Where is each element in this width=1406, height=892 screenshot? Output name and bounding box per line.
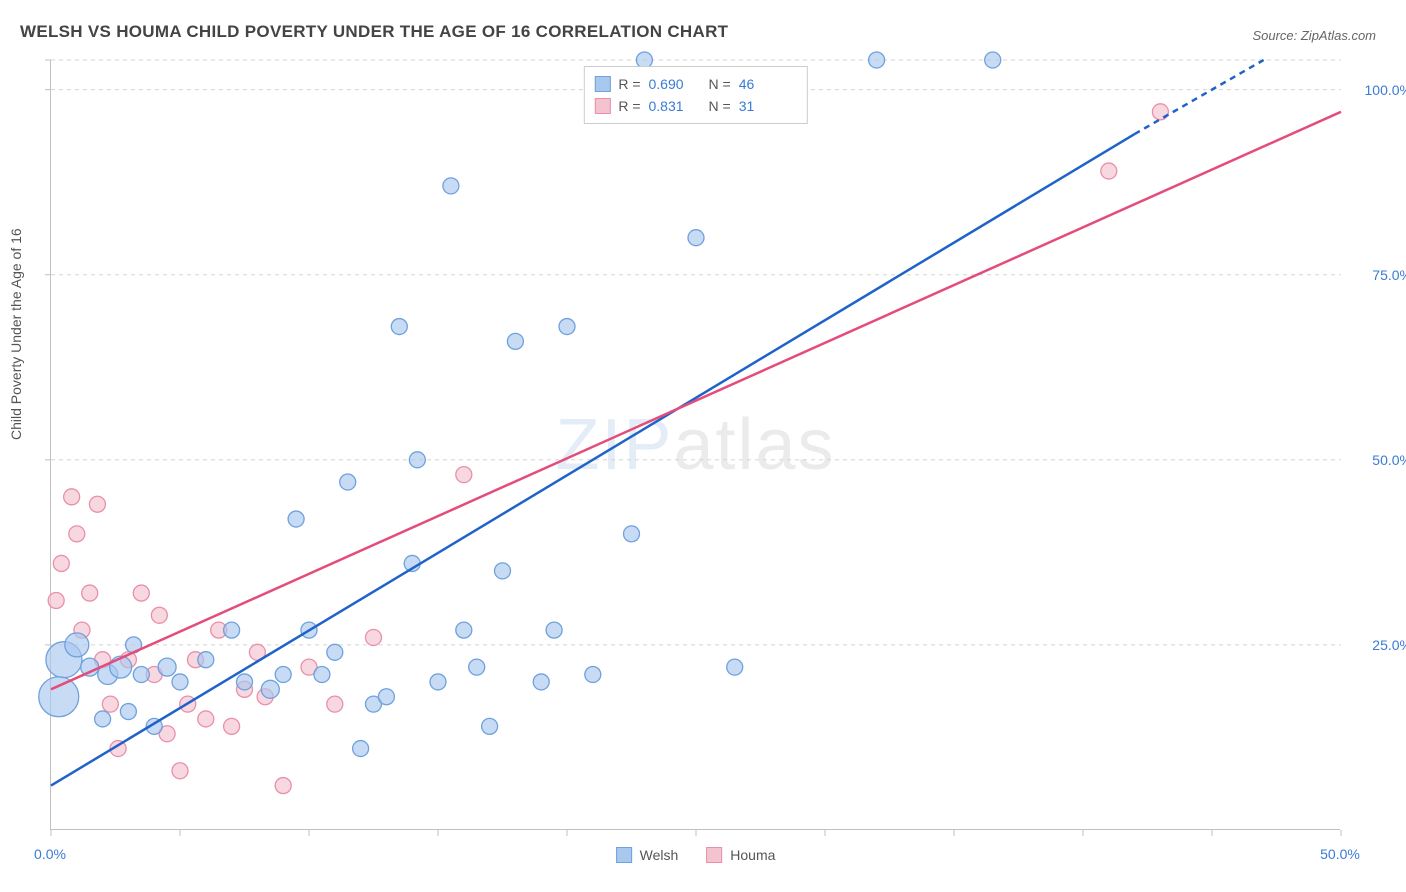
houma-swatch [594, 98, 610, 114]
ticks [45, 60, 1341, 836]
x-tick-label: 50.0% [1320, 846, 1360, 862]
welsh-r-value: 0.690 [649, 73, 701, 95]
y-axis-label: Child Poverty Under the Age of 16 [8, 228, 24, 440]
n-label: N = [709, 95, 731, 117]
welsh-swatch [594, 76, 610, 92]
welsh-points [39, 52, 1001, 757]
legend-stats-row-welsh: R = 0.690 N = 46 [594, 73, 790, 95]
bottom-legend: Welsh Houma [616, 847, 776, 863]
houma-r-value: 0.831 [649, 95, 701, 117]
x-tick-label: 0.0% [34, 846, 66, 862]
welsh-n-value: 46 [739, 73, 791, 95]
legend-stats-row-houma: R = 0.831 N = 31 [594, 95, 790, 117]
y-tick-label: 75.0% [1372, 267, 1406, 283]
legend-stats-box: R = 0.690 N = 46 R = 0.831 N = 31 [583, 66, 807, 124]
bottom-legend-houma: Houma [706, 847, 775, 863]
y-tick-label: 100.0% [1365, 82, 1406, 98]
houma-label: Houma [730, 847, 775, 863]
n-label: N = [709, 73, 731, 95]
source-label: Source: ZipAtlas.com [1252, 28, 1376, 43]
welsh-swatch-2 [616, 847, 632, 863]
chart-plot-area: ZIPatlas R = 0.690 N = 46 R = 0.831 N = … [50, 60, 1340, 830]
y-tick-label: 50.0% [1372, 452, 1406, 468]
y-tick-label: 25.0% [1372, 637, 1406, 653]
chart-title: WELSH VS HOUMA CHILD POVERTY UNDER THE A… [20, 22, 728, 42]
gridlines [51, 60, 1341, 645]
bottom-legend-welsh: Welsh [616, 847, 679, 863]
houma-n-value: 31 [739, 95, 791, 117]
r-label: R = [618, 73, 640, 95]
houma-points [48, 104, 1168, 794]
scatter-svg [51, 60, 1340, 829]
houma-swatch-2 [706, 847, 722, 863]
welsh-label: Welsh [640, 847, 679, 863]
r-label: R = [618, 95, 640, 117]
